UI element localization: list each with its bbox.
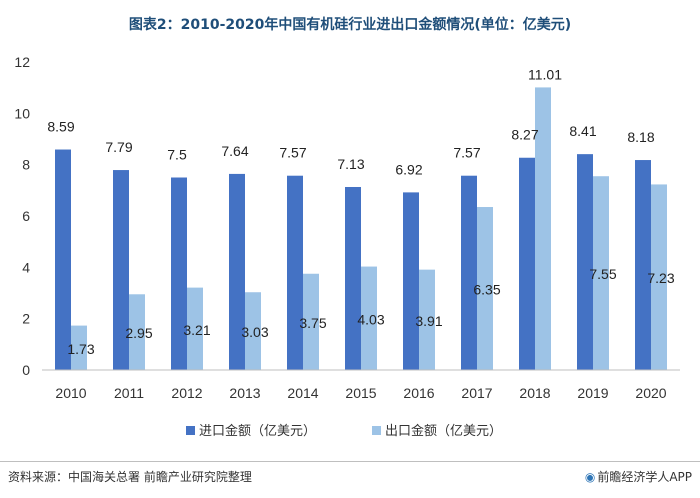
bar-chart: 0 2 4 6 8 10 12 8.59 7.79 7.5 7.64 7.57 7.13 6.92 7.5… (14, 54, 680, 439)
export-bar (245, 292, 261, 370)
export-data-label: 3.91 (415, 313, 442, 329)
import-bar (55, 149, 71, 370)
import-data-label: 7.5 (167, 147, 187, 163)
data-labels: 8.59 7.79 7.5 7.64 7.57 7.13 6.92 7.57 8.27 8.41 8… (47, 66, 674, 356)
export-data-label: 11.01 (528, 66, 562, 82)
x-tick-label: 2015 (345, 385, 376, 401)
export-data-label: 7.55 (589, 266, 616, 282)
x-tick-label: 2011 (114, 385, 144, 401)
export-bar (593, 176, 609, 370)
qianzhan-logo-icon: ◉ (584, 470, 596, 484)
legend-label-export: 出口金额（亿美元） (385, 423, 502, 439)
import-bar (519, 157, 535, 370)
x-tick-label: 2010 (55, 385, 86, 401)
footer-divider (0, 461, 700, 462)
y-tick-label: 6 (22, 208, 30, 224)
x-tick-label: 2016 (403, 385, 434, 401)
import-data-label: 7.64 (221, 143, 248, 159)
import-bar (287, 175, 303, 370)
import-data-label: 6.92 (395, 161, 422, 177)
y-tick-label: 0 (22, 362, 30, 378)
import-data-label: 8.59 (47, 119, 74, 135)
export-bar (187, 287, 203, 370)
x-tick-label: 2012 (171, 385, 202, 401)
import-data-label: 7.13 (337, 156, 364, 172)
legend-swatch-import (186, 426, 195, 435)
import-bar (461, 175, 477, 370)
export-bar (71, 325, 87, 370)
import-bar (577, 154, 593, 370)
brand: ◉ 前瞻经济学人APP (585, 468, 692, 485)
y-tick-label: 8 (22, 157, 30, 173)
export-data-label: 3.21 (183, 322, 210, 338)
export-data-label: 2.95 (125, 325, 152, 341)
x-tick-label: 2018 (519, 385, 550, 401)
export-data-label: 6.35 (473, 282, 500, 298)
import-data-label: 8.18 (627, 129, 654, 145)
import-data-label: 7.79 (105, 139, 132, 155)
export-data-label: 7.23 (647, 270, 674, 286)
y-axis: 0 2 4 6 8 10 12 (14, 54, 30, 378)
x-tick-label: 2019 (577, 385, 608, 401)
y-tick-label: 12 (14, 54, 30, 70)
import-bar (229, 173, 245, 370)
import-data-label: 8.41 (569, 123, 596, 139)
import-data-label: 7.57 (453, 145, 480, 161)
export-bar (129, 294, 145, 370)
export-data-label: 3.03 (241, 324, 268, 340)
export-bar (535, 87, 551, 370)
import-bar (345, 186, 361, 370)
y-tick-label: 10 (14, 105, 30, 121)
y-tick-label: 2 (22, 311, 30, 327)
export-data-label: 1.73 (67, 341, 94, 357)
export-data-label: 4.03 (357, 311, 384, 327)
chart-title: 图表2：2010-2020年中国有机硅行业进出口金额情况(单位：亿美元) (128, 17, 572, 33)
import-bar (403, 192, 419, 370)
import-bar (171, 177, 187, 370)
x-tick-label: 2014 (287, 385, 318, 401)
export-bar (477, 207, 493, 370)
legend-label-import: 进口金额（亿美元） (199, 423, 316, 439)
x-tick-label: 2017 (461, 385, 492, 401)
export-bar (651, 184, 667, 370)
export-data-label: 3.75 (299, 315, 326, 331)
legend: 进口金额（亿美元） 出口金额（亿美元） (186, 423, 502, 439)
import-data-label: 8.27 (511, 127, 538, 143)
export-bar (361, 266, 377, 370)
legend-swatch-export (372, 426, 381, 435)
import-bar (635, 160, 651, 370)
x-tick-label: 2013 (229, 385, 260, 401)
source-note: 资料来源：中国海关总署 前瞻产业研究院整理 (8, 470, 252, 484)
y-tick-label: 4 (22, 259, 30, 275)
import-bar (113, 170, 129, 370)
bars (55, 87, 667, 370)
brand-text: 前瞻经济学人APP (597, 470, 692, 484)
import-data-label: 7.57 (279, 145, 306, 161)
x-tick-label: 2020 (635, 385, 666, 401)
x-axis: 2010 2011 2012 2013 2014 2015 2016 2017 2018 2019… (42, 369, 680, 401)
export-bar (303, 273, 319, 370)
export-bar (419, 269, 435, 370)
